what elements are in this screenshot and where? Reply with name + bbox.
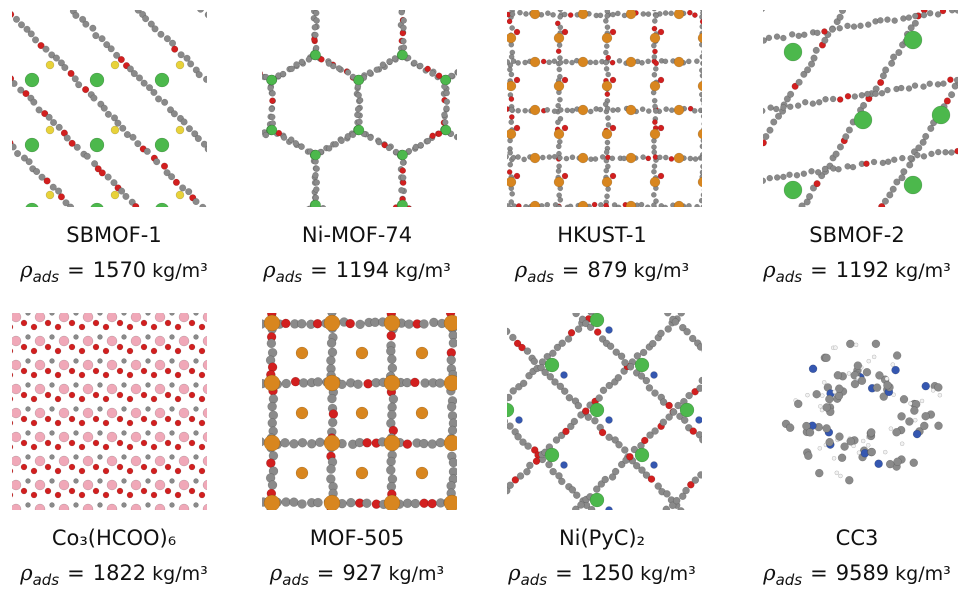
density-unit: kg/m³	[634, 260, 690, 282]
density-label: ρads = 1194 kg/m³	[262, 258, 451, 286]
structure-image	[7, 311, 223, 523]
relation: =	[562, 258, 580, 282]
density-symbol: ρ	[514, 258, 528, 282]
material-name: CC3	[836, 526, 879, 550]
density-label: ρads = 1822 kg/m³	[19, 561, 208, 585]
density-symbol: ρ	[262, 258, 276, 282]
material-name: Ni(PyC)₂	[559, 526, 645, 550]
density-unit: kg/m³	[895, 563, 951, 585]
density-value: 927	[342, 561, 382, 585]
density-unit: kg/m³	[152, 563, 208, 585]
relation: =	[810, 258, 828, 282]
material-name: MOF-505	[310, 526, 404, 550]
density-symbol-sub: ads	[776, 571, 803, 585]
density-symbol-sub: ads	[282, 571, 309, 585]
density-symbol: ρ	[507, 561, 521, 585]
density-symbol-sub: ads	[33, 268, 60, 286]
material-name: SBMOF-2	[809, 223, 904, 247]
density-symbol-sub: ads	[521, 571, 548, 585]
density-label: ρads = 1250 kg/m³	[507, 561, 696, 585]
density-value: 1194	[336, 258, 389, 282]
density-symbol-sub: ads	[33, 571, 60, 585]
density-symbol-sub: ads	[527, 268, 554, 286]
structure-image	[763, 313, 958, 510]
relation: =	[317, 561, 335, 585]
density-value: 1192	[836, 258, 889, 282]
relation: =	[555, 561, 573, 585]
density-symbol: ρ	[19, 561, 33, 585]
relation: =	[310, 258, 328, 282]
density-value: 879	[587, 258, 627, 282]
density-symbol-sub: ads	[276, 268, 303, 286]
density-unit: kg/m³	[395, 260, 451, 282]
density-symbol: ρ	[19, 258, 33, 282]
density-label: ρads = 927 kg/m³	[269, 561, 444, 585]
density-unit: kg/m³	[640, 563, 696, 585]
relation: =	[67, 561, 85, 585]
density-label: ρads = 879 kg/m³	[514, 258, 689, 286]
material-name: HKUST-1	[557, 223, 647, 247]
density-symbol: ρ	[762, 258, 776, 282]
density-value: 1570	[93, 258, 146, 282]
material-name: SBMOF-1	[66, 223, 161, 247]
density-value: 1250	[581, 561, 634, 585]
relation: =	[810, 561, 828, 585]
relation: =	[67, 258, 85, 282]
density-value: 9589	[836, 561, 889, 585]
density-unit: kg/m³	[895, 260, 951, 282]
density-label: ρads = 9589 kg/m³	[762, 561, 951, 585]
density-symbol-sub: ads	[776, 268, 803, 286]
density-label: ρads = 1570 kg/m³	[19, 258, 208, 286]
density-symbol: ρ	[269, 561, 283, 585]
density-unit: kg/m³	[389, 563, 445, 585]
density-label: ρads = 1192 kg/m³	[762, 258, 951, 286]
density-unit: kg/m³	[152, 260, 208, 282]
material-name: Co₃(HCOO)₆	[52, 526, 176, 550]
material-name: Ni-MOF-74	[302, 223, 412, 247]
density-symbol: ρ	[762, 561, 776, 585]
structure-image	[504, 6, 732, 235]
density-value: 1822	[93, 561, 146, 585]
